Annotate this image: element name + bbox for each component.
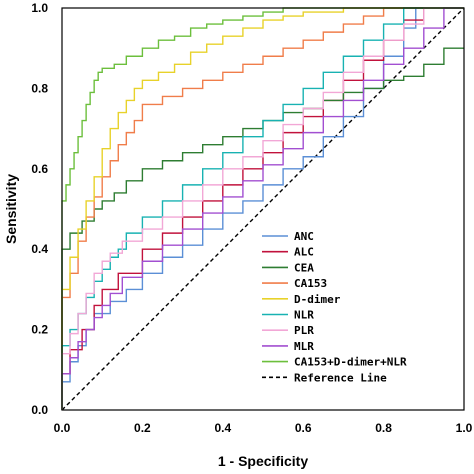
legend-label: CEA (294, 261, 314, 274)
y-axis: 0.0 0.2 0.4 0.6 0.8 1.0 Sensitivity (3, 1, 48, 417)
legend-label: CA153 (294, 277, 327, 290)
legend-label: D-dimer (294, 293, 341, 306)
legend-label: ALC (294, 246, 314, 259)
plot-frame (61, 7, 465, 411)
legend-label: Reference Line (294, 371, 387, 384)
roc-curves (61, 7, 465, 411)
roc-line-mlr (61, 7, 464, 410)
legend-label: MLR (294, 340, 314, 353)
y-tick-label: 0.4 (31, 242, 48, 256)
y-tick-label: 0.6 (31, 162, 48, 176)
roc-line-reference-line (61, 7, 465, 411)
legend-label: CA153+D-dimer+NLR (294, 356, 407, 369)
x-tick-label: 0.6 (295, 421, 312, 435)
x-tick-label: 0.8 (375, 421, 392, 435)
legend: ANC ALC CEA CA153 D-dimer NLR PLR MLR CA153+D-di… (256, 226, 458, 390)
y-axis-title: Sensitivity (3, 174, 19, 244)
roc-line-plr (61, 7, 464, 410)
roc-line-d-dimer (61, 7, 464, 410)
x-axis: 0.0 0.2 0.4 0.6 0.8 1.0 1 - Specificity (54, 421, 473, 469)
x-tick-label: 0.0 (54, 421, 71, 435)
y-tick-label: 1.0 (31, 1, 48, 15)
legend-label: ANC (294, 230, 314, 243)
legend-box (256, 226, 458, 390)
legend-label: NLR (294, 309, 314, 322)
y-tick-label: 0.0 (31, 403, 48, 417)
x-axis-title: 1 - Specificity (218, 453, 308, 469)
x-tick-label: 0.4 (214, 421, 231, 435)
y-tick-label: 0.2 (31, 323, 48, 337)
legend-label: PLR (294, 324, 314, 337)
roc-line-ca153-d-dimer-nlr (61, 7, 464, 410)
x-tick-label: 1.0 (456, 421, 473, 435)
x-tick-label: 0.2 (134, 421, 151, 435)
y-tick-label: 0.8 (31, 81, 48, 95)
